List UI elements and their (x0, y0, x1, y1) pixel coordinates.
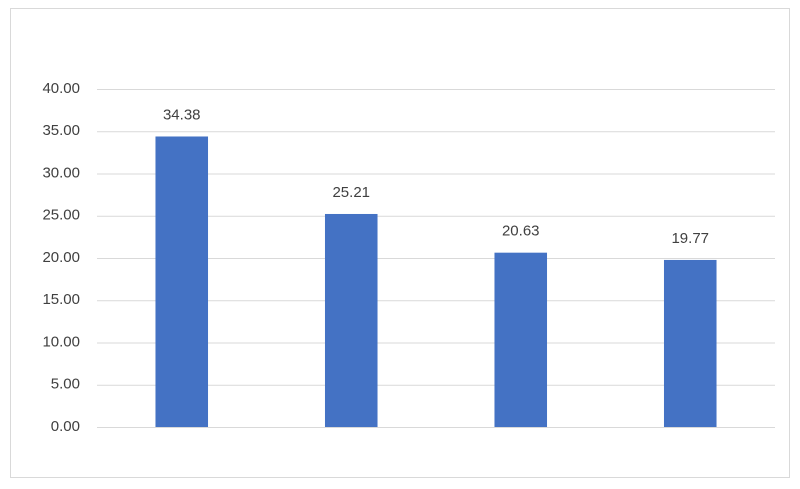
bar (324, 213, 378, 427)
y-tick-label: 40.00 (42, 80, 80, 97)
bar (494, 252, 548, 427)
chart-frame (10, 8, 790, 478)
y-tick-label: 35.00 (42, 122, 80, 139)
data-label: 34.38 (163, 106, 201, 123)
data-label: 19.77 (671, 230, 709, 247)
y-tick-label: 0.00 (51, 418, 80, 435)
data-label: 25.21 (332, 184, 370, 201)
bar (155, 136, 209, 427)
data-label: 20.63 (502, 223, 540, 240)
y-tick-label: 10.00 (42, 333, 80, 350)
y-tick-label: 30.00 (42, 164, 80, 181)
y-tick-label: 25.00 (42, 207, 80, 224)
y-tick-label: 15.00 (42, 291, 80, 308)
y-tick-label: 5.00 (51, 376, 80, 393)
y-tick-label: 20.00 (42, 249, 80, 266)
bar (663, 259, 717, 427)
